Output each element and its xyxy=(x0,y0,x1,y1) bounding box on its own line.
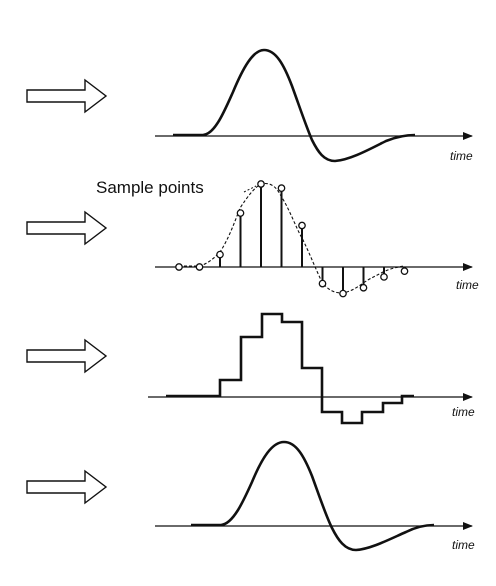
panel-sampled: Sample points time xyxy=(26,178,479,298)
sample-point xyxy=(400,267,409,275)
panel-quantized: time xyxy=(26,312,475,425)
sample-point xyxy=(236,209,245,217)
sample-point xyxy=(257,180,265,188)
right-arrow-icon xyxy=(26,469,108,505)
time-axis-label: time xyxy=(456,278,479,292)
time-axis-label: time xyxy=(450,149,473,163)
right-arrow-icon xyxy=(26,210,108,246)
sample-points xyxy=(175,180,409,298)
sample-point xyxy=(380,273,388,281)
sample-point xyxy=(298,221,306,230)
sample-point xyxy=(359,283,368,292)
sample-point xyxy=(216,250,224,259)
sample-points-annotation: Sample points xyxy=(96,178,204,197)
sampled-envelope xyxy=(179,182,405,294)
quantized-staircase xyxy=(166,312,414,425)
reconstructed-waveform xyxy=(191,440,435,552)
panel-analog: time xyxy=(26,48,473,163)
time-axis-label: time xyxy=(452,538,475,552)
right-arrow-icon xyxy=(26,78,108,114)
time-axis-label: time xyxy=(452,405,475,419)
panel-reconstructed: time xyxy=(26,440,475,552)
sample-point xyxy=(318,279,327,288)
sample-point xyxy=(339,289,347,298)
sample-point xyxy=(195,263,204,271)
right-arrow-icon xyxy=(26,338,108,374)
sample-point xyxy=(277,184,286,192)
sample-point xyxy=(175,263,183,271)
analog-waveform xyxy=(173,48,416,163)
